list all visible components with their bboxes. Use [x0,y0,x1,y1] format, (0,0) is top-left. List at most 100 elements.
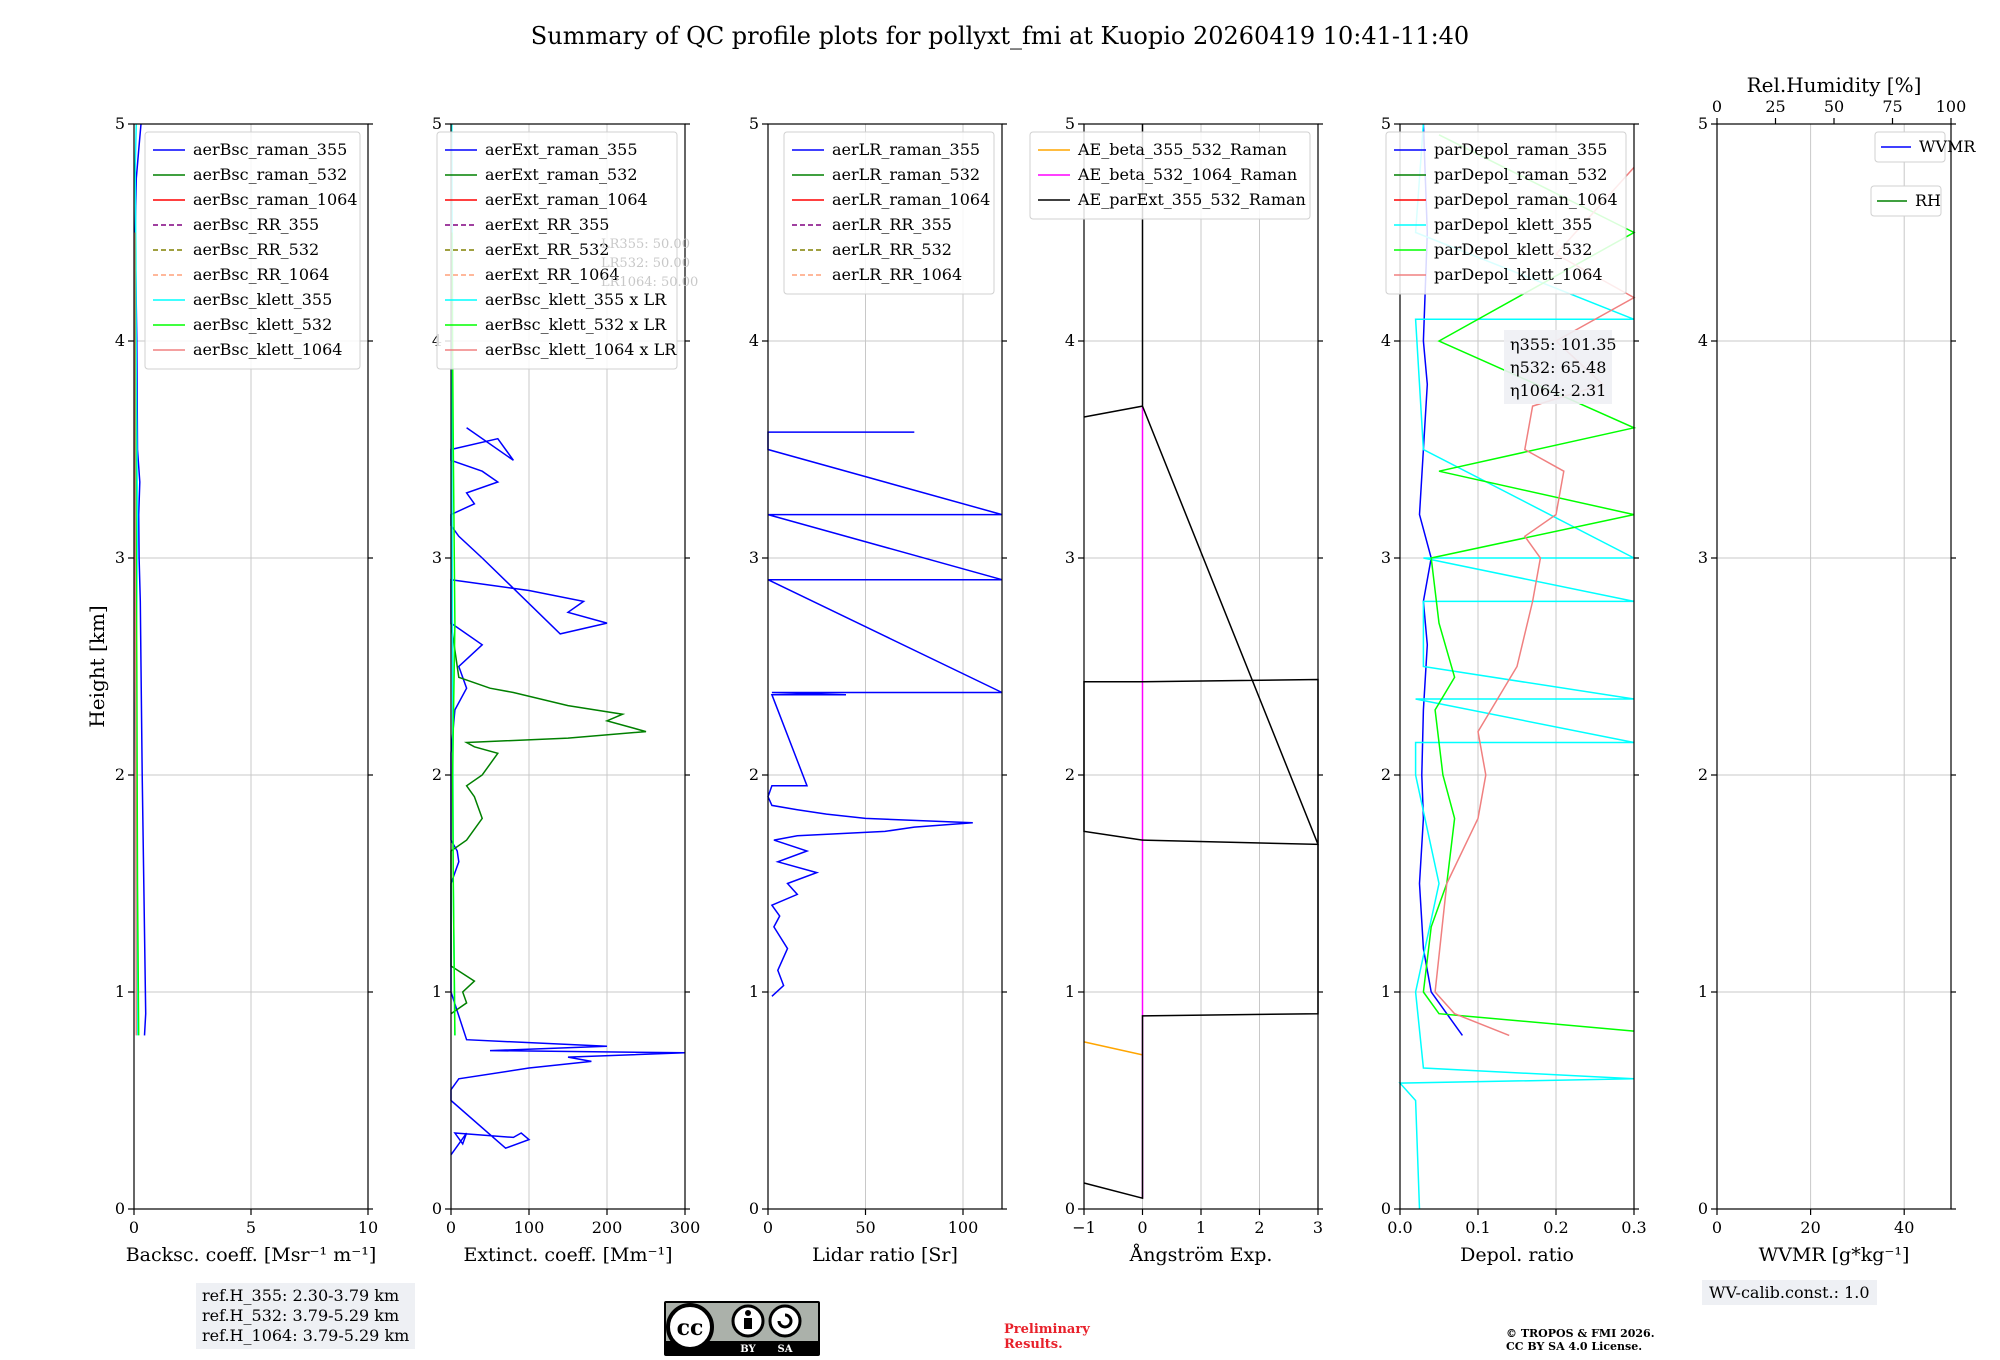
x-axis-label: WVMR [g*kg⁻¹] [1759,1244,1910,1266]
x-tick-label: 3 [1313,1218,1323,1237]
copyright-line-1: © TROPOS & FMI 2026. [1506,1327,1655,1340]
y-tick-label: 0 [1065,1199,1075,1218]
legend-label: aerBsc_klett_532 x LR [485,315,667,334]
y-tick-label: 2 [115,765,125,784]
x-tick-label: 0.2 [1543,1218,1568,1237]
series-line-ae-beta-355-532-raman [1083,1041,1143,1056]
x-tick-label: 1 [1196,1218,1206,1237]
copyright-line-2: CC BY SA 4.0 License. [1506,1340,1643,1353]
legend-label: aerBsc_RR_532 [193,240,319,259]
y-tick-label: 3 [115,548,125,567]
y-tick-label: 3 [1065,548,1075,567]
legend-label: parDepol_raman_532 [1434,165,1607,184]
y-tick-label: 2 [432,765,442,784]
faint-lr-annotation: LR532: 50.00 [601,256,690,271]
ref-height-532: ref.H_532: 3.79-5.29 km [202,1306,400,1325]
y-tick-label: 3 [1698,548,1708,567]
legend-label: aerExt_raman_355 [485,140,638,159]
legend-label: aerBsc_klett_1064 x LR [485,340,677,359]
x-tick-label: 0.1 [1465,1218,1490,1237]
y-tick-label: 3 [749,548,759,567]
cc-license-badge: cc BY SA [664,1301,820,1360]
legend-label: aerBsc_raman_532 [193,165,347,184]
legend-box [1385,131,1627,295]
y-tick-label: 2 [749,765,759,784]
legend-label: aerLR_RR_355 [832,215,952,234]
x2-tick-label: 50 [1824,97,1844,116]
y-tick-label: 5 [1698,114,1708,133]
legend-label: aerBsc_RR_355 [193,215,319,234]
x-tick-label: 5 [246,1218,256,1237]
y-tick-label: 4 [115,331,125,350]
series-line-aerext-raman-532 [450,622,647,1015]
eta-annotation-box [1504,330,1612,404]
reference-height-box: ref.H_355: 2.30-3.79 km ref.H_532: 3.79-… [196,1283,416,1349]
legend-label: aerLR_RR_532 [832,240,952,259]
legend-label: aerLR_raman_355 [832,140,980,159]
x2-tick-label: 100 [1936,97,1967,116]
y-tick-label: 4 [749,331,759,350]
copyright-note: © TROPOS & FMI 2026. CC BY SA 4.0 Licens… [1506,1327,1655,1353]
x-axis-label: Extinct. coeff. [Mm⁻¹] [463,1244,672,1266]
faint-lr-annotation: LR1064: 50.00 [601,275,698,290]
legend-label: parDepol_raman_355 [1434,140,1607,159]
x-axis-label: Lidar ratio [Sr] [812,1244,958,1266]
x-axis-label: Ångström Exp. [1129,1244,1273,1266]
x-tick-label: 0 [1712,1218,1722,1237]
y-tick-label: 5 [749,114,759,133]
series-line-aerbsc-klett-532-x-lr [451,232,456,1036]
y-tick-label: 1 [1698,982,1708,1001]
legend-label: aerLR_raman_532 [832,165,980,184]
x2-axis-label: Rel.Humidity [%] [1747,73,1922,97]
legend-label: parDepol_klett_1064 [1434,265,1603,284]
x-axis-label: Backsc. coeff. [Msr⁻¹ m⁻¹] [126,1244,377,1266]
series-line-pardepol-klett-355 [1398,123,1635,1210]
legend-label: aerBsc_klett_532 [193,315,332,334]
x-tick-label: 300 [670,1218,701,1237]
chart-panel-lidar_ratio: 0 50 100 0 1 2 3 4 5 Lidar ratio [Sr] aerLR_raman_… [749,114,1007,1266]
legend-box [436,131,678,370]
legend-label: parDepol_raman_1064 [1434,190,1618,209]
x-tick-label: 200 [592,1218,623,1237]
x-tick-label: 20 [1800,1218,1820,1237]
y-tick-label: 0 [749,1199,759,1218]
legend-label: AE_parExt_355_532_Raman [1077,190,1306,209]
chart-panel-wvmr: 0 20 40 0 1 2 3 4 5 WVMR [g*kg⁻¹] 0 25 50 75 100 Rel.Hu… [1698,73,1977,1266]
x-tick-label: 100 [514,1218,545,1237]
axes-frame [1399,123,1635,1210]
x2-tick-label: 0 [1712,97,1722,116]
x-tick-label: 2 [1254,1218,1264,1237]
y-tick-label: 1 [1381,982,1391,1001]
legend-box [783,131,995,295]
series-line-aerext-raman-355 [450,427,686,1156]
y-tick-label: 5 [1381,114,1391,133]
legend-label: aerLR_RR_1064 [832,265,962,284]
cc-by-label: BY [740,1344,756,1355]
legend-label: aerExt_RR_355 [485,215,609,234]
y-tick-label: 0 [1381,1199,1391,1218]
legend-label: RH [1915,191,1941,210]
legend-label: WVMR [1919,137,1976,156]
y-tick-label: 4 [1381,331,1391,350]
y-tick-label: 3 [1381,548,1391,567]
series-line-pardepol-raman-355 [1418,123,1464,1036]
ref-height-1064: ref.H_1064: 3.79-5.29 km [202,1326,410,1345]
series-line-aerbsc-klett-1064 [133,232,138,1036]
legend-label: parDepol_klett_355 [1434,215,1592,234]
faint-lr-annotation: LR355: 50.00 [601,237,690,252]
wv-calibration-box: WV-calib.const.: 1.0 [1702,1280,1877,1305]
eta-annotation-text: η355: 101.35 [1510,335,1617,354]
x-tick-label: 100 [948,1218,979,1237]
x-tick-label: 0 [1137,1218,1147,1237]
legend-label: aerBsc_raman_355 [193,140,347,159]
x-tick-label: 0.3 [1621,1218,1646,1237]
page-title: Summary of QC profile plots for pollyxt_… [530,22,1470,50]
x-tick-label: 10 [358,1218,378,1237]
y-axis-label: Height [km] [85,605,109,727]
preliminary-line-1: Preliminary [1004,1322,1090,1337]
axes-frame [450,123,686,1210]
y-tick-label: 2 [1381,765,1391,784]
y-tick-label: 5 [115,114,125,133]
legend-label: aerBsc_klett_1064 [193,340,342,359]
